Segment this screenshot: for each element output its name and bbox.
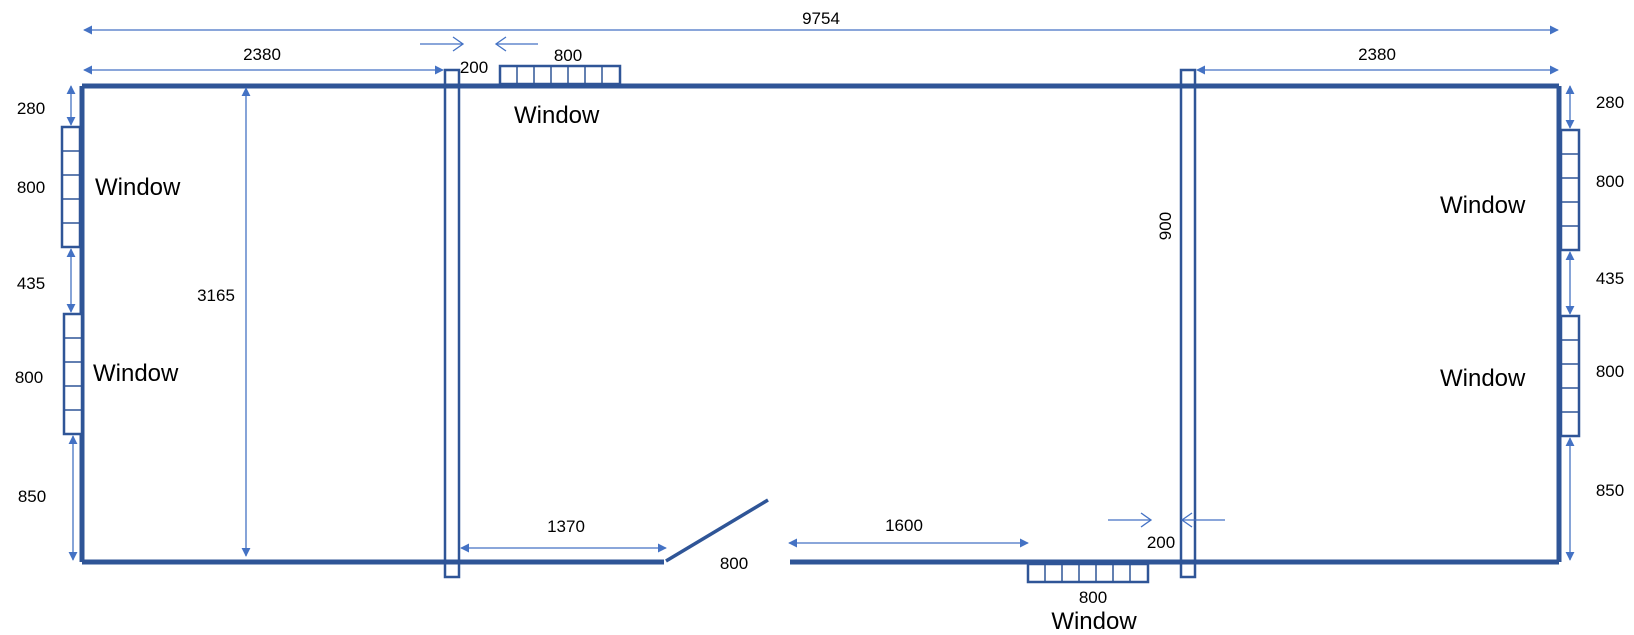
label-overall-width: 9754 [802,9,840,28]
label-right-800-a: 800 [1596,172,1624,191]
label-right-435: 435 [1596,269,1624,288]
label-gap-bottom: 200 [1147,533,1175,552]
window-top [500,66,620,84]
partition-right [1181,70,1195,577]
dimension-lines [71,30,1570,560]
label-top-window-width: 800 [554,46,582,65]
label-left-850: 850 [18,487,46,506]
label-left-280: 280 [17,99,45,118]
door-swing [666,500,768,561]
partitions [445,70,1195,577]
window-label-right-upper: Window [1440,192,1526,219]
label-partition: 900 [1156,212,1175,240]
partition-left [445,70,459,577]
window-left-lower [64,314,82,434]
outer-walls [82,86,1559,562]
label-right-850: 850 [1596,481,1624,500]
label-left-room-width: 2380 [243,45,281,64]
label-right-room-width: 2380 [1358,45,1396,64]
label-door-width: 800 [720,554,748,573]
dimension-labels: 9754 2380 2380 200 800 3165 900 1370 800… [15,9,1624,607]
label-1370: 1370 [547,517,585,536]
window-label-right-lower: Window [1440,365,1526,392]
window-label-left-upper: Window [95,174,181,201]
label-left-435: 435 [17,274,45,293]
window-label-left-lower: Window [93,360,179,387]
label-left-800-b: 800 [15,368,43,387]
window-label-top: Window [514,102,600,129]
label-right-800-b: 800 [1596,362,1624,381]
window-labels: Window Window Window Window Window Windo… [93,102,1526,635]
label-1600: 1600 [885,516,923,535]
window-label-bottom: Window [1051,608,1137,635]
window-right-lower [1561,316,1579,436]
window-bottom [1028,564,1148,582]
label-right-280: 280 [1596,93,1624,112]
window-left-upper [62,127,80,247]
label-gap-top: 200 [460,58,488,77]
window-right-upper [1561,130,1579,250]
label-left-800-a: 800 [17,178,45,197]
label-bottom-window-width: 800 [1079,588,1107,607]
label-room-height: 3165 [197,286,235,305]
